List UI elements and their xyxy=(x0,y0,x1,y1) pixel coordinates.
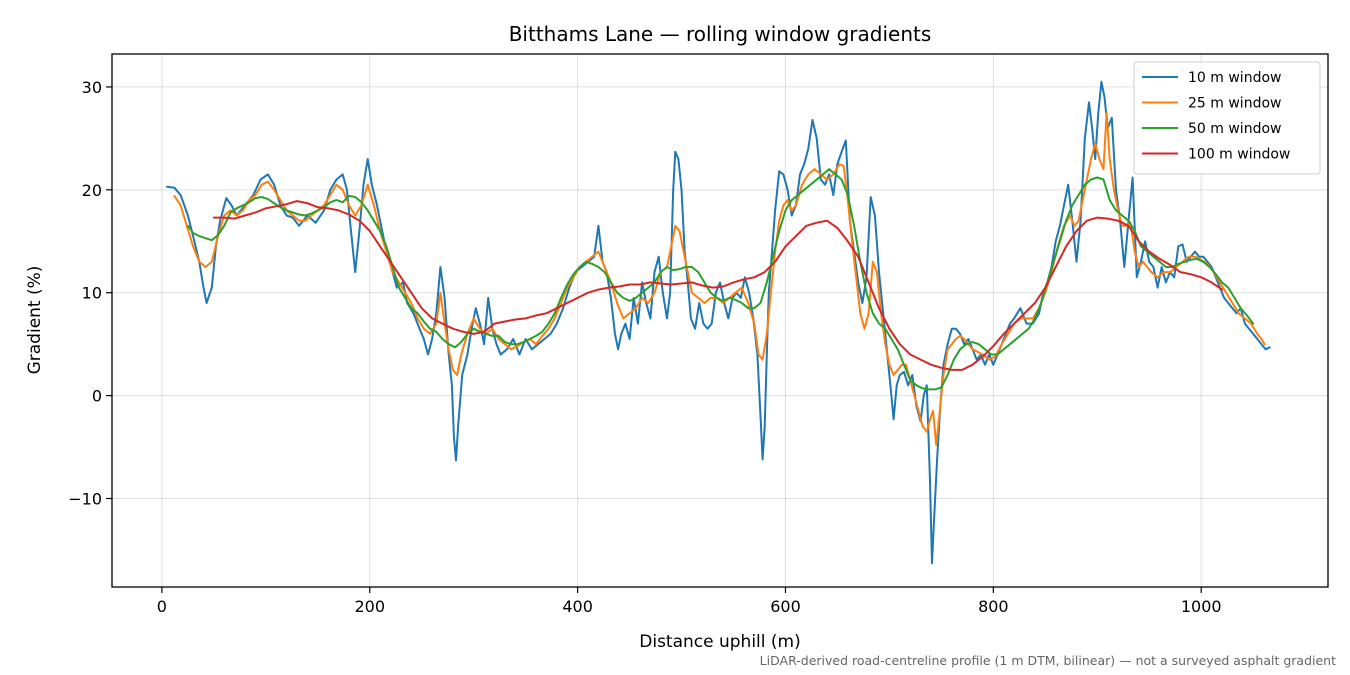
plot-area xyxy=(166,80,1271,565)
y-tick-label: 10 xyxy=(82,284,102,303)
x-tick-label: 800 xyxy=(978,597,1009,616)
legend-label: 100 m window xyxy=(1188,147,1290,163)
x-tick-label: 600 xyxy=(770,597,801,616)
y-tick-label: 30 xyxy=(82,78,102,97)
series-line-3 xyxy=(186,168,1255,391)
series-line-4 xyxy=(212,200,1223,371)
y-axis-label: Gradient (%) xyxy=(25,266,45,375)
axis-ticks: 0 200 400 600 800 1000 −10 0 10 20 30 xyxy=(68,78,1221,616)
x-tick-label: 1000 xyxy=(1181,597,1222,616)
y-tick-label: −10 xyxy=(68,490,102,509)
x-tick-label: 400 xyxy=(562,597,593,616)
y-tick-label: 0 xyxy=(92,387,102,406)
chart-title: Bitthams Lane — rolling window gradients xyxy=(509,22,932,46)
x-tick-label: 200 xyxy=(354,597,385,616)
footnote: LiDAR-derived road-centreline profile (1… xyxy=(760,653,1336,668)
legend-label: 10 m window xyxy=(1188,70,1281,86)
y-tick-label: 20 xyxy=(82,181,102,200)
legend-box xyxy=(1133,61,1321,175)
x-axis-label: Distance uphill (m) xyxy=(639,632,800,652)
legend: 10 m window 25 m window 50 m window 100 m w… xyxy=(1133,61,1321,175)
plot-frame xyxy=(111,53,1329,588)
legend-label: 50 m window xyxy=(1188,121,1281,137)
legend-label: 25 m window xyxy=(1188,96,1281,112)
x-tick-label: 0 xyxy=(157,597,167,616)
